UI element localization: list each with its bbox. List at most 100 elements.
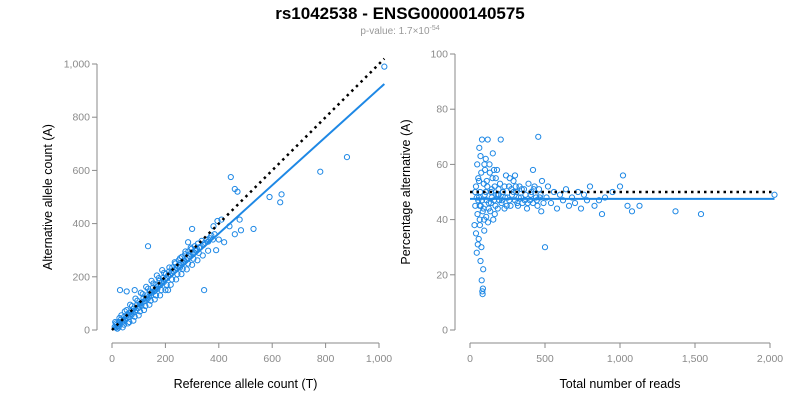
data-point — [278, 191, 285, 198]
data-point — [481, 161, 488, 168]
panel-allele-counts: 0 200 400 600 800 1,000 0 200 400 600 800 1,000 Refe… — [41, 57, 392, 391]
data-point — [148, 277, 155, 284]
data-point — [317, 168, 324, 175]
data-point — [472, 230, 480, 237]
data-point — [476, 202, 483, 209]
y-tick-label: 800 — [72, 112, 90, 124]
data-point — [189, 225, 196, 233]
data-point — [189, 261, 196, 268]
data-point — [266, 193, 273, 201]
data-point — [512, 183, 519, 190]
data-point — [515, 194, 522, 201]
x-tick-label: 1,000 — [366, 353, 392, 365]
data-point — [562, 186, 570, 193]
data-point — [535, 133, 542, 140]
data-point — [475, 235, 482, 243]
data-point — [601, 194, 609, 201]
data-point — [119, 324, 126, 331]
data-point — [583, 197, 591, 204]
y-tick-label: 1,000 — [64, 59, 90, 71]
data-point — [147, 297, 154, 304]
data-point — [477, 153, 484, 160]
data-point — [507, 202, 514, 209]
data-point — [221, 239, 228, 246]
data-point — [636, 202, 643, 209]
data-point — [481, 166, 489, 174]
data-point — [343, 154, 351, 161]
data-point — [511, 172, 519, 179]
data-point — [472, 183, 480, 190]
data-point — [182, 248, 189, 255]
data-point — [499, 188, 507, 196]
data-point — [140, 306, 148, 314]
data-point — [130, 317, 137, 324]
data-point — [116, 287, 124, 294]
data-point — [123, 288, 130, 295]
data-point — [489, 150, 496, 157]
data-point — [159, 267, 166, 274]
data-point — [144, 285, 152, 292]
data-point — [559, 197, 567, 204]
data-point — [484, 136, 491, 143]
data-point — [475, 177, 483, 185]
y-tick-label: 600 — [72, 165, 90, 177]
y-axis-label: Percentage alternative (A) — [399, 119, 413, 264]
fit-line — [111, 83, 386, 331]
x-tick-label: 0 — [109, 353, 115, 365]
data-point — [771, 191, 778, 198]
data-point — [473, 194, 480, 201]
y-tick-label: 40 — [436, 214, 448, 226]
data-point — [490, 216, 497, 223]
data-point — [531, 183, 538, 190]
data-point — [162, 287, 169, 294]
data-point — [525, 180, 532, 187]
p-value-exponent: -54 — [430, 25, 440, 32]
x-tick-label: 0 — [467, 353, 473, 365]
data-point — [167, 281, 174, 288]
data-point — [481, 227, 488, 234]
data-point — [529, 166, 537, 174]
data-point — [498, 199, 505, 207]
data-point — [231, 231, 238, 238]
data-point — [473, 249, 480, 256]
data-point — [471, 222, 478, 229]
data-point — [474, 161, 481, 168]
data-point — [236, 216, 243, 223]
data-point — [481, 216, 488, 223]
data-point — [486, 169, 493, 176]
data-point — [490, 166, 498, 174]
y-tick-label: 0 — [442, 325, 448, 337]
data-point — [541, 244, 549, 251]
data-point — [494, 205, 501, 212]
data-point — [215, 236, 222, 243]
data-point — [571, 199, 579, 207]
data-point — [538, 177, 546, 185]
y-tick-label: 0 — [84, 325, 90, 337]
data-point — [475, 175, 482, 182]
data-point — [482, 155, 489, 162]
data-point — [479, 285, 486, 292]
data-point — [478, 197, 486, 204]
data-point — [227, 173, 234, 181]
data-point — [493, 166, 501, 174]
x-axis-label: Reference allele count (T) — [174, 377, 318, 391]
data-point — [164, 287, 172, 294]
data-point — [506, 197, 513, 204]
data-point — [538, 208, 545, 215]
data-point — [250, 225, 257, 233]
data-point — [479, 288, 486, 295]
data-point — [126, 318, 133, 326]
data-point — [672, 208, 679, 215]
data-point — [577, 205, 585, 212]
data-point — [547, 199, 555, 207]
data-point — [580, 191, 588, 198]
data-point — [624, 202, 631, 209]
data-point — [137, 289, 144, 296]
data-point — [556, 191, 564, 198]
data-point — [553, 205, 561, 212]
y-tick-label: 100 — [430, 49, 448, 61]
data-point — [121, 308, 128, 315]
data-point — [544, 183, 552, 190]
reference-line — [111, 57, 386, 331]
